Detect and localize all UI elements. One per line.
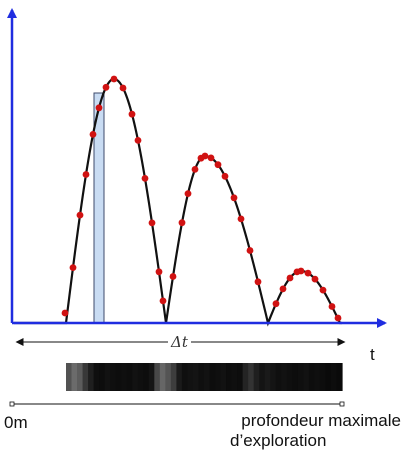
sample-dot [95,104,103,112]
strip-cell [237,363,244,391]
sample-dot [119,84,127,92]
strip-cell [71,363,78,391]
sample-dot [76,211,84,219]
strip-cell [270,363,277,391]
strip-cell [115,363,122,391]
strip-cell [264,363,271,391]
strip-cell [292,363,299,391]
sample-dot [237,215,245,223]
sample-points [61,75,342,322]
strip-cell [231,363,238,391]
sample-dot [319,286,327,294]
sample-dot [155,268,163,276]
strip-cell [336,363,343,391]
strip-cell [275,363,282,391]
sample-dot [334,314,342,322]
strip-cell [297,363,304,391]
sample-dot [184,190,192,198]
sample-dot [102,83,110,91]
strip-cell [303,363,310,391]
strip-cell [165,363,172,391]
strip-cell [286,363,293,391]
strip-cell [137,363,144,391]
depth-end-label-line1: profondeur maximale [241,411,401,430]
strip-cell [77,363,84,391]
sample-dot [207,154,215,162]
strip-cell [176,363,183,391]
sample-dot [110,75,118,83]
sample-dot [311,275,319,283]
strip-cell [308,363,315,391]
sample-dot [221,172,229,180]
strip-cell [192,363,200,391]
sample-dot [134,137,142,144]
strip-cell [126,363,133,391]
strip-cell [325,363,332,391]
strip-cell [110,363,117,391]
sample-dot [304,269,312,277]
strip-cell [220,363,227,391]
depth-end-label-line2: d’exploration [230,431,327,450]
sample-dot [246,247,254,254]
sample-dot [169,273,177,280]
strip-cell [93,363,100,391]
sample-dot [178,219,186,227]
strip-cell [99,363,106,391]
strip-cell [198,363,205,391]
sample-dot [159,297,167,305]
sample-dot [69,264,77,271]
strip-cell [204,363,211,391]
strip-cell [104,363,111,391]
t-axis-label: t [370,345,375,364]
sample-dot [148,219,156,227]
strip-cell [226,363,233,391]
sample-dot [286,274,294,282]
sample-dot [230,194,238,202]
sample-dot [214,161,222,169]
sample-dot [201,152,209,160]
sample-dot [279,285,287,293]
strip-cell [159,363,166,391]
signal-curve [14,77,342,327]
sample-dot [328,303,336,310]
depth-start-label: 0m [4,413,28,432]
delta-t-label: Δt [168,333,191,351]
strip-cell [88,363,95,391]
depth-scale-start-tick [9,401,15,407]
sample-dot [141,175,149,182]
strip-cell [187,363,194,391]
sample-dot [128,110,136,118]
strip-cell [215,363,222,391]
strip-cell [314,363,321,391]
strip-cell [281,363,288,391]
strip-cell [248,363,255,391]
strip-cell [259,363,266,391]
strip-cell [121,363,128,391]
strip-cell [181,363,189,391]
strip-cell [319,363,327,391]
strip-cell [148,363,155,391]
sample-dot [61,309,69,317]
strip-cell [82,363,89,391]
sample-dot [297,267,305,275]
strip-cell [253,363,260,391]
strip-cell [242,363,249,391]
sample-dot [82,171,90,178]
strip-cell [330,363,338,391]
strip-cell [66,363,73,391]
strip-cell [143,363,150,391]
sample-dot [272,300,280,308]
sample-dot [191,166,199,173]
strip-cell [154,363,161,391]
strip-cell [132,363,139,391]
sample-dot [89,131,97,138]
sample-dot [254,278,262,286]
grayscale-strip [66,363,343,391]
strip-cell [209,363,216,391]
strip-cell [170,363,177,391]
depth-scale-end-tick [339,401,345,407]
